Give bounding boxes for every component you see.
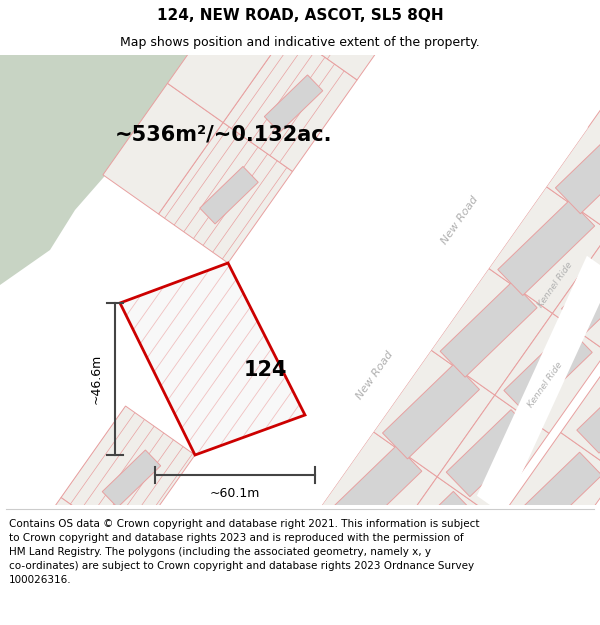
Polygon shape: [562, 246, 600, 333]
Text: New Road: New Road: [355, 349, 395, 401]
Polygon shape: [0, 498, 130, 625]
Polygon shape: [522, 452, 600, 531]
Polygon shape: [389, 491, 477, 578]
Polygon shape: [200, 166, 258, 224]
Polygon shape: [0, 55, 290, 285]
Polygon shape: [553, 232, 600, 352]
Polygon shape: [495, 313, 600, 433]
Polygon shape: [232, 0, 352, 31]
Polygon shape: [316, 432, 437, 559]
Text: 124: 124: [243, 360, 287, 380]
Text: Map shows position and indicative extent of the property.: Map shows position and indicative extent…: [120, 36, 480, 49]
Polygon shape: [380, 477, 491, 597]
Polygon shape: [0, 589, 66, 625]
Text: Kennel Ride: Kennel Ride: [526, 361, 564, 409]
Polygon shape: [38, 541, 96, 599]
Polygon shape: [103, 83, 223, 214]
Polygon shape: [504, 328, 592, 415]
Polygon shape: [446, 409, 535, 497]
Text: ~60.1m: ~60.1m: [210, 487, 260, 500]
Text: ~46.6m: ~46.6m: [90, 354, 103, 404]
Polygon shape: [329, 0, 388, 41]
Polygon shape: [102, 450, 161, 508]
Polygon shape: [287, 0, 422, 80]
Polygon shape: [561, 355, 600, 473]
Polygon shape: [277, 102, 588, 518]
Polygon shape: [325, 445, 422, 541]
Polygon shape: [577, 374, 600, 453]
Polygon shape: [223, 31, 357, 171]
Text: ~536m²/~0.132ac.: ~536m²/~0.132ac.: [115, 125, 332, 145]
Polygon shape: [547, 105, 600, 232]
Polygon shape: [167, 0, 287, 122]
Polygon shape: [498, 200, 595, 296]
Polygon shape: [265, 75, 323, 132]
Polygon shape: [61, 406, 195, 546]
Polygon shape: [477, 256, 600, 514]
Polygon shape: [373, 350, 495, 477]
Polygon shape: [437, 395, 549, 515]
Polygon shape: [440, 282, 537, 377]
Polygon shape: [556, 118, 600, 214]
Text: New Road: New Road: [440, 194, 481, 246]
Polygon shape: [506, 432, 600, 551]
Text: 124, NEW ROAD, ASCOT, SL5 8QH: 124, NEW ROAD, ASCOT, SL5 8QH: [157, 8, 443, 23]
Polygon shape: [158, 122, 293, 263]
Polygon shape: [431, 268, 553, 395]
Polygon shape: [489, 187, 600, 313]
Text: Contains OS data © Crown copyright and database right 2021. This information is : Contains OS data © Crown copyright and d…: [9, 519, 479, 586]
Polygon shape: [120, 263, 305, 455]
Text: Kennel Ride: Kennel Ride: [536, 261, 574, 309]
Polygon shape: [383, 364, 479, 459]
